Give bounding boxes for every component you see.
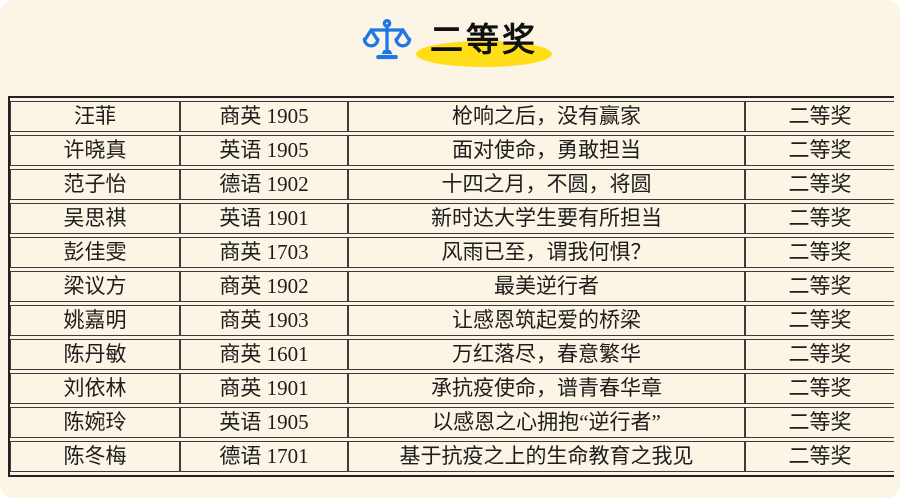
table-row: 范子怡 德语 1902 十四之月，不圆，将圆 二等奖 xyxy=(10,169,894,200)
essay-title-cell: 以感恩之心拥抱“逆行者” xyxy=(348,407,745,438)
student-name-cell: 范子怡 xyxy=(10,169,180,200)
award-cell: 二等奖 xyxy=(745,305,894,336)
highlight-ellipse xyxy=(416,40,552,68)
award-cell: 二等奖 xyxy=(745,203,894,234)
student-name-cell: 陈婉玲 xyxy=(10,407,180,438)
class-cell: 商英 1902 xyxy=(180,271,348,302)
table-row: 彭佳雯 商英 1703 风雨已至，谓我何惧？ 二等奖 xyxy=(10,237,894,268)
table-row: 陈婉玲 英语 1905 以感恩之心拥抱“逆行者” 二等奖 xyxy=(10,407,894,438)
balance-scale-icon xyxy=(362,16,412,64)
essay-title-cell: 万红落尽，春意繁华 xyxy=(348,339,745,370)
section-title: 二等奖 xyxy=(430,19,538,59)
section-title-wrap: 二等奖 xyxy=(416,19,552,68)
award-cell: 二等奖 xyxy=(745,339,894,370)
class-cell: 商英 1901 xyxy=(180,373,348,404)
section-header: 二等奖 xyxy=(0,12,900,68)
class-cell: 商英 1903 xyxy=(180,305,348,336)
table-row: 陈冬梅 德语 1701 基于抗疫之上的生命教育之我见 二等奖 xyxy=(10,441,894,472)
student-name-cell: 刘依林 xyxy=(10,373,180,404)
class-cell: 德语 1701 xyxy=(180,441,348,472)
table-row: 陈丹敏 商英 1601 万红落尽，春意繁华 二等奖 xyxy=(10,339,894,370)
student-name-cell: 汪菲 xyxy=(10,101,180,132)
class-cell: 英语 1901 xyxy=(180,203,348,234)
award-cell: 二等奖 xyxy=(745,441,894,472)
award-cell: 二等奖 xyxy=(745,373,894,404)
student-name-cell: 陈冬梅 xyxy=(10,441,180,472)
awards-table-body: 汪菲 商英 1905 枪响之后，没有赢家 二等奖 许晓真 英语 1905 面对使… xyxy=(10,101,894,472)
awards-table: 汪菲 商英 1905 枪响之后，没有赢家 二等奖 许晓真 英语 1905 面对使… xyxy=(8,96,894,477)
class-cell: 商英 1703 xyxy=(180,237,348,268)
essay-title-cell: 枪响之后，没有赢家 xyxy=(348,101,745,132)
table-row: 刘依林 商英 1901 承抗疫使命，谱青春华章 二等奖 xyxy=(10,373,894,404)
student-name-cell: 吴思祺 xyxy=(10,203,180,234)
student-name-cell: 梁议方 xyxy=(10,271,180,302)
table-row: 姚嘉明 商英 1903 让感恩筑起爱的桥梁 二等奖 xyxy=(10,305,894,336)
essay-title-cell: 最美逆行者 xyxy=(348,271,745,302)
class-cell: 英语 1905 xyxy=(180,135,348,166)
essay-title-cell: 风雨已至，谓我何惧？ xyxy=(348,237,745,268)
essay-title-cell: 十四之月，不圆，将圆 xyxy=(348,169,745,200)
essay-title-cell: 基于抗疫之上的生命教育之我见 xyxy=(348,441,745,472)
table-row: 汪菲 商英 1905 枪响之后，没有赢家 二等奖 xyxy=(10,101,894,132)
award-cell: 二等奖 xyxy=(745,135,894,166)
essay-title-cell: 让感恩筑起爱的桥梁 xyxy=(348,305,745,336)
award-cell: 二等奖 xyxy=(745,169,894,200)
essay-title-cell: 承抗疫使命，谱青春华章 xyxy=(348,373,745,404)
class-cell: 商英 1601 xyxy=(180,339,348,370)
class-cell: 英语 1905 xyxy=(180,407,348,438)
award-cell: 二等奖 xyxy=(745,101,894,132)
essay-title-cell: 面对使命，勇敢担当 xyxy=(348,135,745,166)
essay-title-cell: 新时达大学生要有所担当 xyxy=(348,203,745,234)
award-cell: 二等奖 xyxy=(745,407,894,438)
table-row: 吴思祺 英语 1901 新时达大学生要有所担当 二等奖 xyxy=(10,203,894,234)
award-cell: 二等奖 xyxy=(745,271,894,302)
table-row: 许晓真 英语 1905 面对使命，勇敢担当 二等奖 xyxy=(10,135,894,166)
student-name-cell: 姚嘉明 xyxy=(10,305,180,336)
student-name-cell: 彭佳雯 xyxy=(10,237,180,268)
table-row: 梁议方 商英 1902 最美逆行者 二等奖 xyxy=(10,271,894,302)
student-name-cell: 许晓真 xyxy=(10,135,180,166)
student-name-cell: 陈丹敏 xyxy=(10,339,180,370)
class-cell: 商英 1905 xyxy=(180,101,348,132)
award-cell: 二等奖 xyxy=(745,237,894,268)
class-cell: 德语 1902 xyxy=(180,169,348,200)
